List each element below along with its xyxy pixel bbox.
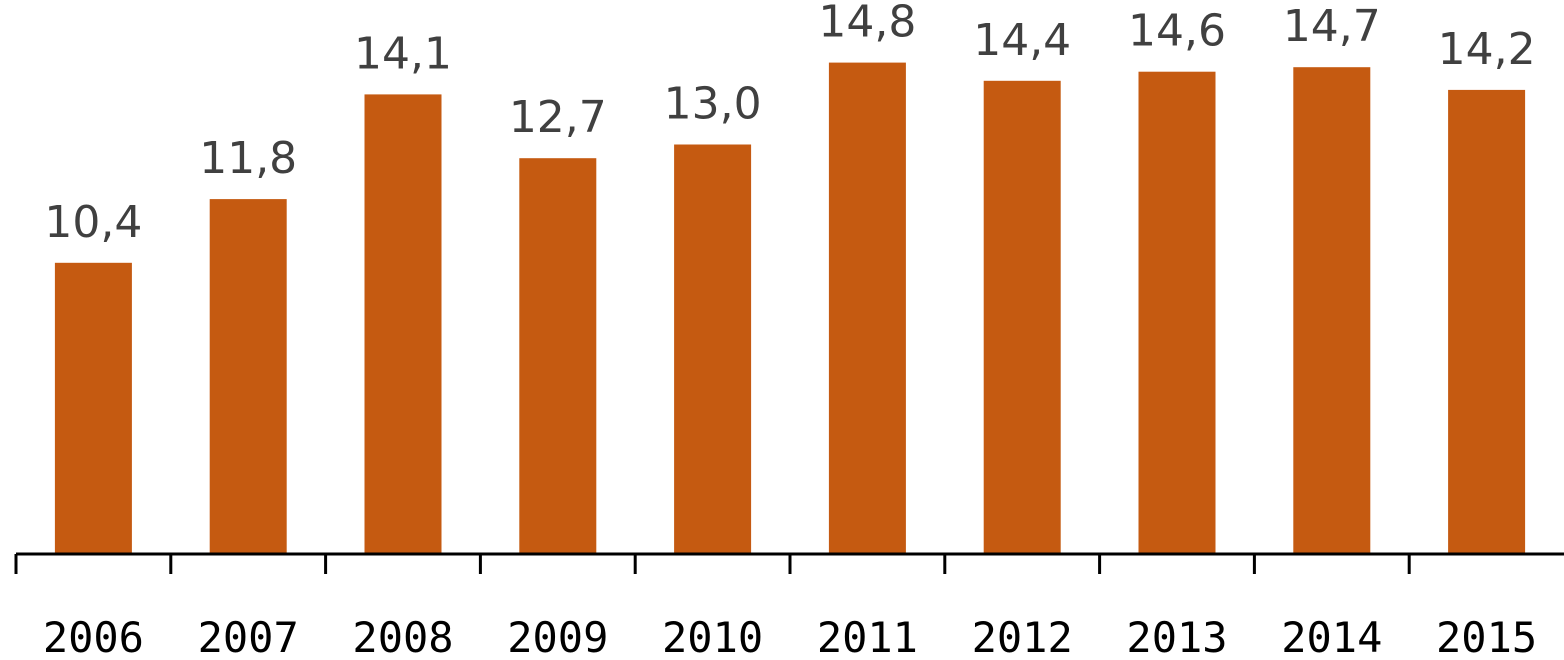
- data-label-2006: 10,4: [44, 197, 142, 248]
- x-tick-label-2006: 2006: [43, 613, 144, 660]
- data-label-2011: 14,8: [818, 0, 916, 48]
- x-tick-label-2015: 2015: [1436, 613, 1537, 660]
- bar-2014: [1293, 67, 1371, 554]
- x-axis-tick-labels-group: 2006 2007 2008 2009 2010 2011 2012 2013 2014 2015: [43, 613, 1537, 660]
- x-tick-label-2013: 2013: [1126, 613, 1227, 660]
- x-tick-label-2010: 2010: [662, 613, 763, 660]
- data-label-2015: 14,2: [1438, 24, 1536, 75]
- data-label-2008: 14,1: [354, 28, 452, 79]
- bars-group: [54, 62, 1526, 555]
- x-tick-label-2011: 2011: [817, 613, 918, 660]
- bar-2008: [364, 94, 442, 555]
- x-tick-label-2008: 2008: [352, 613, 453, 660]
- data-label-2013: 14,6: [1128, 6, 1226, 57]
- data-label-2009: 12,7: [509, 92, 607, 143]
- bar-2013: [1138, 71, 1216, 554]
- data-label-2012: 14,4: [973, 15, 1071, 66]
- bar-2007: [209, 199, 287, 554]
- bar-2015: [1448, 89, 1526, 555]
- data-label-2007: 11,8: [199, 133, 297, 184]
- x-tick-label-2014: 2014: [1281, 613, 1382, 660]
- x-tick-label-2007: 2007: [198, 613, 299, 660]
- bar-2006: [54, 262, 132, 554]
- data-labels-group: 10,4 11,8 14,1 12,7 13,0 14,8 14,4 14,6 14,7 14,2: [44, 0, 1535, 248]
- bar-2011: [828, 62, 906, 554]
- data-label-2010: 13,0: [664, 79, 762, 130]
- x-tick-label-2009: 2009: [507, 613, 608, 660]
- x-tick-label-2012: 2012: [972, 613, 1073, 660]
- data-label-2014: 14,7: [1283, 1, 1381, 52]
- bar-2009: [519, 158, 597, 554]
- x-axis-ticks-group: [14, 554, 1411, 574]
- bar-2010: [674, 144, 752, 554]
- bar-2012: [983, 80, 1061, 555]
